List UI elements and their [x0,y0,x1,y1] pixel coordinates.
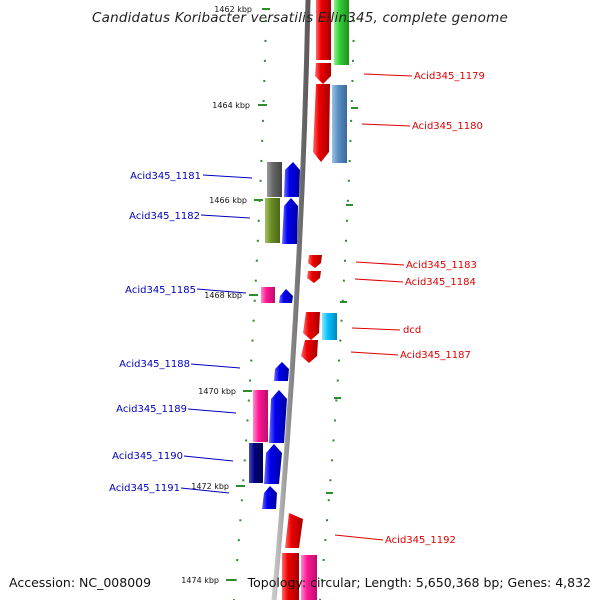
forward-genes [282,0,349,600]
gene-arrow-acid345-1184[interactable] [307,271,321,283]
leader-acid345-1192 [334,534,384,541]
leader-dcd [351,327,401,331]
gene-label-acid345-1179[interactable]: Acid345_1179 [414,71,485,82]
gene-label-acid345-1184[interactable]: Acid345_1184 [405,277,476,288]
gene-arrow-acid345-1183[interactable] [308,255,322,268]
leader-acid345-1185 [196,288,247,294]
gene-label-dcd[interactable]: dcd [403,325,421,336]
leader-acid345-1183 [355,261,405,266]
gene-label-acid345-1189[interactable]: Acid345_1189 [116,404,187,415]
gene-arrow-dcd-cyan[interactable] [322,313,337,340]
gene-label-acid345-1180[interactable]: Acid345_1180 [412,121,483,132]
axis-label-1474: 1474 kbp [181,576,219,585]
leader-acid345-1182 [200,214,251,219]
left-gene-labels: Acid345_1181 Acid345_1182 Acid345_1185 A… [109,171,201,494]
genome-backbone [271,0,311,600]
gene-arrow-bottom-red[interactable] [282,553,299,600]
leader-acid345-1190 [183,455,234,462]
axis-label-1468: 1468 kbp [204,291,242,300]
gene-arrow-acid345-1185-pink[interactable] [261,287,275,303]
right-gene-labels: Acid345_1179 Acid345_1180 Acid345_1183 A… [385,71,485,546]
gene-label-acid345-1185[interactable]: Acid345_1185 [125,285,196,296]
gene-arrow-acid345-1190[interactable] [264,444,282,484]
axis-label-1462: 1462 kbp [214,5,252,14]
gene-arrow-acid345-1181[interactable] [284,162,300,197]
axis-label-1472: 1472 kbp [191,482,229,491]
axis-label-1466: 1466 kbp [209,196,247,205]
gene-label-acid345-1182[interactable]: Acid345_1182 [129,211,200,222]
gene-arrow-dcd[interactable] [303,312,320,340]
axis-label-1470: 1470 kbp [198,387,236,396]
gene-arrow-acid345-1192[interactable] [285,513,303,548]
gene-label-acid345-1187[interactable]: Acid345_1187 [400,350,471,361]
axis-ticks [226,8,358,581]
leader-acid345-1180 [361,123,411,127]
leader-acid345-1187 [350,351,399,356]
gene-label-acid345-1183[interactable]: Acid345_1183 [406,260,477,271]
reverse-genes [249,162,300,509]
gene-arrow-top-red[interactable] [316,0,331,60]
gene-arrow-top-green[interactable] [334,0,349,65]
gene-arrow-acid345-1189-pink[interactable] [253,390,268,442]
leader-acid345-1179 [363,73,413,77]
gene-arrow-acid345-1182[interactable] [282,198,298,244]
axis-label-1464: 1464 kbp [212,101,250,110]
gene-label-acid345-1192[interactable]: Acid345_1192 [385,535,456,546]
gene-arrow-acid345-1189[interactable] [269,390,287,443]
gene-arrow-acid345-1179[interactable] [315,63,331,84]
accession-text: Accession: NC_008009 [9,575,152,590]
gene-arrow-acid345-1181-gray[interactable] [267,162,282,197]
label-leaders [180,73,413,541]
leader-acid345-1181 [202,174,253,179]
gene-arrow-acid345-1188[interactable] [274,362,289,381]
axis-labels: 1462 kbp 1464 kbp 1466 kbp 1468 kbp 1470… [181,5,252,585]
leader-acid345-1184 [354,278,404,283]
gene-arrow-acid345-1182-olive[interactable] [265,198,280,243]
gene-arrow-bottom-pink[interactable] [301,555,317,600]
gene-arrow-acid345-1187[interactable] [301,340,318,363]
gene-label-acid345-1191[interactable]: Acid345_1191 [109,483,180,494]
gene-arrow-acid345-1180-steel[interactable] [332,85,347,163]
genome-title: Candidatus Koribacter versatilis Ellin34… [91,10,509,26]
gene-label-acid345-1188[interactable]: Acid345_1188 [119,359,190,370]
leader-acid345-1188 [190,363,241,369]
gene-arrow-acid345-1190-navy[interactable] [249,443,263,483]
gene-arrow-acid345-1180-red[interactable] [313,84,330,162]
gene-arrow-acid345-1191[interactable] [262,486,277,509]
gene-label-acid345-1190[interactable]: Acid345_1190 [112,451,183,462]
leader-acid345-1191 [180,487,230,494]
gene-label-acid345-1181[interactable]: Acid345_1181 [130,171,201,182]
leader-acid345-1189 [187,408,237,414]
gene-arrow-acid345-1185[interactable] [279,289,293,303]
topology-text: Topology: circular; Length: 5,650,368 bp… [247,575,591,590]
